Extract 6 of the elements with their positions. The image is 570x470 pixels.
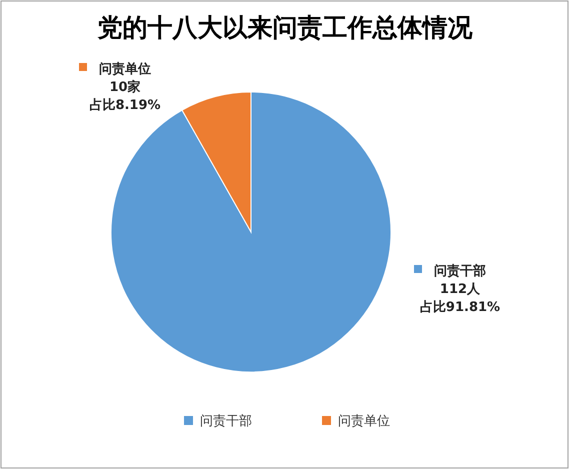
data-label: 10家	[109, 79, 141, 95]
legend-label: 问责干部	[200, 414, 252, 429]
chart-title: 党的十八大以来问责工作总体情况	[96, 13, 474, 42]
category-label: 问责单位	[338, 414, 390, 429]
data-label: 112人	[440, 282, 482, 297]
legend-label: 问责单位	[99, 61, 151, 77]
